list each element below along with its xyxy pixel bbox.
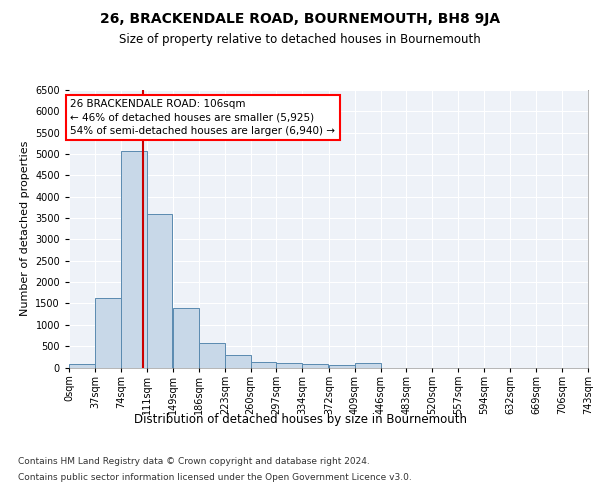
Bar	[277, 363, 302, 368]
Bar	[302, 364, 328, 368]
Bar	[199, 343, 225, 367]
Y-axis label: Number of detached properties: Number of detached properties	[20, 141, 29, 316]
Text: Contains HM Land Registry data © Crown copyright and database right 2024.: Contains HM Land Registry data © Crown c…	[18, 458, 370, 466]
Bar	[225, 355, 251, 368]
Text: 26 BRACKENDALE ROAD: 106sqm
← 46% of detached houses are smaller (5,925)
54% of : 26 BRACKENDALE ROAD: 106sqm ← 46% of det…	[70, 100, 335, 136]
Bar	[329, 364, 355, 368]
Text: Contains public sector information licensed under the Open Government Licence v3: Contains public sector information licen…	[18, 472, 412, 482]
Bar	[355, 363, 380, 368]
Text: Size of property relative to detached houses in Bournemouth: Size of property relative to detached ho…	[119, 32, 481, 46]
Bar	[121, 151, 146, 368]
Bar	[146, 214, 172, 368]
Bar	[251, 362, 277, 368]
Bar	[95, 298, 121, 368]
Bar	[69, 364, 95, 368]
Text: Distribution of detached houses by size in Bournemouth: Distribution of detached houses by size …	[133, 412, 467, 426]
Bar	[173, 308, 199, 368]
Text: 26, BRACKENDALE ROAD, BOURNEMOUTH, BH8 9JA: 26, BRACKENDALE ROAD, BOURNEMOUTH, BH8 9…	[100, 12, 500, 26]
